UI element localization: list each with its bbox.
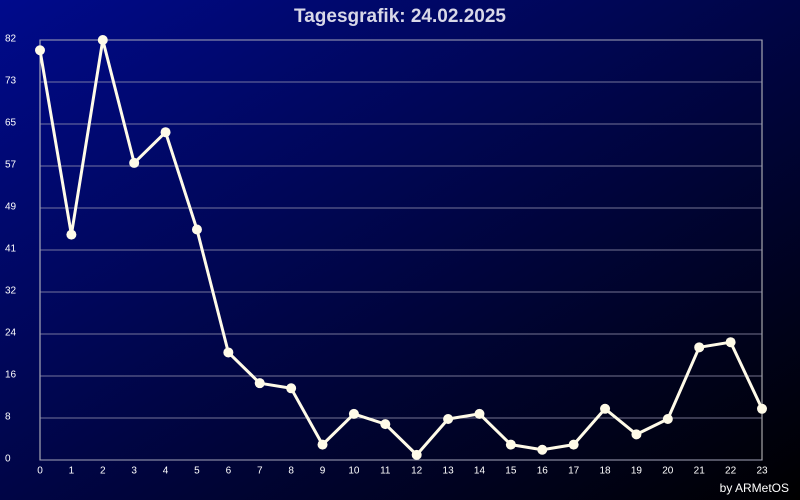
- x-tick-label: 1: [69, 466, 75, 477]
- point: [35, 45, 45, 56]
- x-tick-label: 13: [443, 466, 455, 477]
- x-tick-label: 18: [599, 466, 611, 477]
- point: [631, 429, 642, 440]
- point: [223, 347, 234, 358]
- x-tick-label: 16: [537, 466, 549, 477]
- point: [286, 383, 297, 394]
- x-tick-label: 2: [100, 466, 106, 477]
- x-tick-label: 3: [131, 466, 137, 477]
- point: [600, 403, 611, 414]
- point: [443, 414, 454, 425]
- point: [411, 449, 422, 460]
- y-tick-label: 49: [5, 202, 17, 213]
- credit: by ARMetOS: [720, 481, 789, 495]
- x-tick-label: 0: [37, 466, 43, 477]
- point: [568, 439, 579, 450]
- y-tick-label: 82: [5, 34, 17, 45]
- point: [97, 35, 108, 45]
- chart-title: Tagesgrafik: 24.02.2025: [294, 6, 506, 27]
- y-tick-label: 0: [5, 454, 11, 465]
- point: [694, 342, 705, 353]
- x-tick-label: 6: [226, 466, 232, 477]
- x-tick-label: 21: [694, 466, 706, 477]
- y-tick-label: 24: [5, 328, 17, 339]
- x-tick-label: 7: [257, 466, 263, 477]
- point: [129, 157, 140, 168]
- y-tick-label: 65: [5, 118, 17, 129]
- point: [662, 414, 673, 425]
- x-tick-label: 17: [568, 466, 580, 477]
- point: [317, 439, 328, 450]
- x-tick-label: 20: [662, 466, 674, 477]
- x-tick-label: 8: [288, 466, 294, 477]
- x-tick-label: 10: [348, 466, 360, 477]
- point: [380, 419, 391, 430]
- x-tick-label: 22: [725, 466, 737, 477]
- point: [725, 337, 736, 348]
- x-tick-label: 11: [380, 466, 391, 477]
- point: [348, 408, 359, 419]
- point: [537, 444, 548, 455]
- x-tick-label: 23: [756, 466, 768, 477]
- point: [66, 229, 77, 240]
- point: [757, 403, 767, 414]
- x-tick-label: 12: [411, 466, 423, 477]
- x-tick-label: 9: [320, 466, 326, 477]
- y-tick-label: 73: [5, 76, 17, 87]
- y-tick-label: 8: [5, 412, 11, 423]
- y-tick-label: 57: [5, 160, 17, 171]
- x-tick-label: 15: [505, 466, 517, 477]
- x-tick-label: 5: [194, 466, 200, 477]
- line: [38, 38, 764, 457]
- y-tick-label: 41: [5, 244, 17, 255]
- point: [191, 224, 202, 235]
- point: [474, 408, 485, 419]
- point: [254, 378, 265, 389]
- point: [505, 439, 516, 450]
- point: [160, 127, 171, 138]
- x-tick-label: 19: [631, 466, 643, 477]
- x-tick-label: 14: [474, 466, 486, 477]
- x-tick-label: 4: [163, 466, 169, 477]
- y-tick-label: 32: [5, 286, 17, 297]
- y-tick-label: 16: [5, 370, 17, 381]
